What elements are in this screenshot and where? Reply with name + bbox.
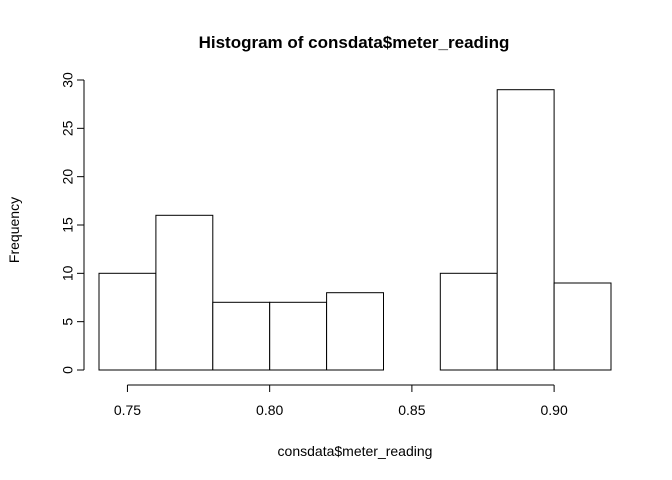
histogram-bar-6 <box>439 272 498 371</box>
x-tick-label: 0.80 <box>256 402 283 418</box>
histogram-bar-8 <box>553 282 612 371</box>
chart-title: Histogram of consdata$meter_reading <box>199 33 510 52</box>
x-axis: 0.75 0.80 0.85 0.90 <box>114 384 568 418</box>
y-tick-label: 20 <box>60 169 76 185</box>
y-tick-label: 5 <box>60 318 76 326</box>
histogram-bar-7 <box>496 89 555 371</box>
y-tick-label: 30 <box>60 72 76 88</box>
histogram-bar-3 <box>269 301 328 371</box>
histogram-bar-4 <box>326 292 385 371</box>
x-tick-label: 0.85 <box>398 402 425 418</box>
y-axis-label: Frequency <box>6 197 22 263</box>
histogram-bars <box>98 89 612 371</box>
x-tick-label: 0.75 <box>114 402 141 418</box>
x-tick-label: 0.90 <box>540 402 567 418</box>
histogram-bar-0 <box>98 272 157 371</box>
y-tick-label: 15 <box>60 217 76 233</box>
y-tick-label: 10 <box>60 265 76 281</box>
y-tick-label: 0 <box>60 366 76 374</box>
histogram-bar-2 <box>212 301 271 371</box>
y-tick-label: 25 <box>60 120 76 136</box>
y-axis: 0 5 10 15 20 25 30 <box>60 72 85 374</box>
histogram-bar-1 <box>155 214 214 371</box>
x-axis-label: consdata$meter_reading <box>278 443 433 459</box>
